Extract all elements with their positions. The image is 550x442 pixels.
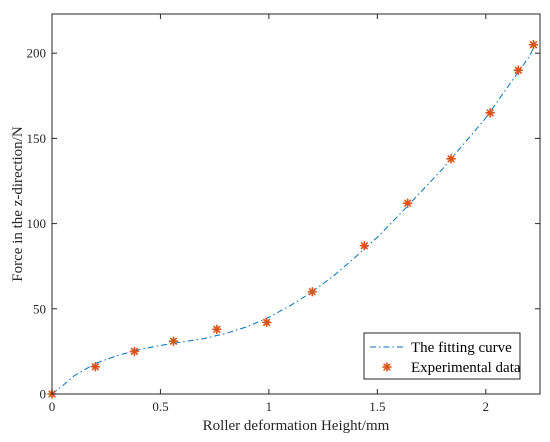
x-tick-label: 0.5	[152, 399, 168, 414]
legend-marker-sample	[382, 362, 392, 372]
legend-box	[363, 332, 521, 380]
experimental-data-point	[129, 346, 140, 357]
y-tick-label: 100	[27, 216, 47, 231]
y-tick-label: 150	[27, 131, 47, 146]
experimental-data-point	[359, 240, 370, 251]
x-tick-label: 2	[483, 399, 490, 414]
experimental-markers-layer	[47, 39, 539, 399]
legend: The fitting curve Experimental data	[363, 332, 521, 380]
experimental-data-point	[402, 198, 413, 208]
y-tick-label: 200	[27, 46, 47, 61]
experimental-data-point	[90, 361, 101, 372]
legend-asterisk-marker	[382, 362, 392, 372]
experimental-data-point	[168, 336, 179, 346]
experimental-data-point	[485, 108, 495, 118]
x-axis-title: Roller deformation Height/mm	[203, 418, 390, 434]
experimental-data-point	[528, 39, 539, 50]
fitting-curve-layer	[51, 47, 534, 395]
legend-label-fitting-curve: The fitting curve	[411, 340, 512, 356]
fitting-curve-line	[51, 47, 534, 395]
x-tick-label: 1	[266, 399, 273, 414]
experimental-data-point	[307, 286, 318, 297]
experimental-data-point	[513, 65, 524, 76]
y-tick-label: 50	[33, 301, 46, 316]
experimental-data-point	[261, 317, 272, 328]
plot-area	[52, 14, 540, 394]
legend-label-experimental-data: Experimental data	[411, 360, 521, 376]
y-tick-label: 0	[40, 387, 47, 402]
axes-box	[51, 13, 541, 395]
x-tick-label: 0	[49, 399, 56, 414]
experimental-data-point	[212, 324, 222, 335]
ticks-layer: 0 0.5 1 1.5 2 0 50 100 150 200	[27, 14, 540, 414]
experimental-data-point	[446, 154, 456, 164]
y-axis-title: Force in the z-direction/N	[10, 126, 26, 282]
x-tick-label: 1.5	[369, 399, 385, 414]
